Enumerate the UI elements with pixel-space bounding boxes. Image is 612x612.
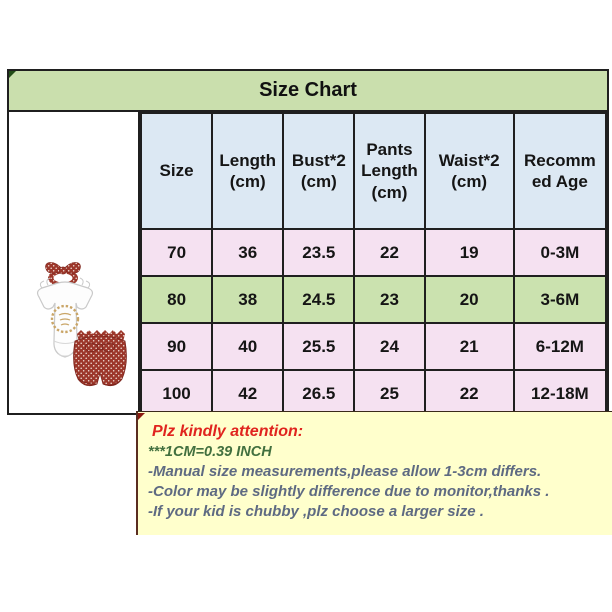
cell-age: 6-12M xyxy=(512,322,608,371)
size-table: Size Length (cm) Bust*2 (cm) Pants Lengt… xyxy=(139,112,608,418)
table-row-70: 70 36 23.5 22 19 0-3M xyxy=(139,228,608,277)
cell-age: 0-3M xyxy=(512,228,608,277)
cell-waist: 22 xyxy=(423,369,515,418)
cell-size: 90 xyxy=(139,322,214,371)
cell-length: 40 xyxy=(211,322,285,371)
cell-bust: 26.5 xyxy=(282,369,356,418)
attention-title: Plz kindly attention: xyxy=(152,423,304,440)
header-bust: Bust*2 (cm) xyxy=(282,112,356,230)
page-title: Size Chart xyxy=(259,79,357,101)
cell-size: 100 xyxy=(139,369,214,418)
headband-graphic xyxy=(45,262,81,287)
cm-inch-note: ***1CM=0.39 INCH xyxy=(148,444,272,460)
cell-waist: 19 xyxy=(423,228,515,277)
header-waist: Waist*2 (cm) xyxy=(423,112,515,230)
header-recommended-age: Recomm ed Age xyxy=(512,112,608,230)
cell-length: 38 xyxy=(211,275,285,324)
table-row-90: 90 40 25.5 24 21 6-12M xyxy=(139,322,608,371)
size-chart-table-area: Size Length (cm) Bust*2 (cm) Pants Lengt… xyxy=(7,110,609,418)
note-line: -If your kid is chubby ,plz choose a lar… xyxy=(148,503,484,520)
corner-marker xyxy=(9,71,16,78)
table-row-100: 100 42 26.5 25 22 12-18M xyxy=(139,369,608,418)
cell-size: 80 xyxy=(139,275,214,324)
cell-bust: 24.5 xyxy=(282,275,356,324)
cell-age: 3-6M xyxy=(512,275,608,324)
cell-waist: 21 xyxy=(423,322,515,371)
header-size: Size xyxy=(139,112,214,230)
cell-pants: 23 xyxy=(353,275,426,324)
size-chart-title-bar: Size Chart xyxy=(7,69,609,112)
cell-waist: 20 xyxy=(423,275,515,324)
note-line: -Manual size measurements,please allow 1… xyxy=(148,463,542,480)
product-image-cell xyxy=(9,112,140,413)
table-row-80: 80 38 24.5 23 20 3-6M xyxy=(139,275,608,324)
cell-pants: 22 xyxy=(353,228,426,277)
cell-pants: 24 xyxy=(353,322,426,371)
note-line: -Color may be slightly difference due to… xyxy=(148,483,550,500)
shorts-graphic xyxy=(73,330,127,387)
cell-size: 70 xyxy=(139,228,214,277)
product-image xyxy=(36,262,127,387)
cell-bust: 23.5 xyxy=(282,228,356,277)
romper-graphic xyxy=(36,277,94,358)
corner-marker xyxy=(138,413,145,420)
header-row: Size Length (cm) Bust*2 (cm) Pants Lengt… xyxy=(139,112,608,230)
cell-age: 12-18M xyxy=(512,369,608,418)
header-pants-length: Pants Length (cm) xyxy=(353,112,426,230)
attention-notes: Plz kindly attention: ***1CM=0.39 INCH -… xyxy=(136,411,612,535)
header-length: Length (cm) xyxy=(211,112,285,230)
cell-bust: 25.5 xyxy=(282,322,356,371)
cell-length: 36 xyxy=(211,228,285,277)
cell-length: 42 xyxy=(211,369,285,418)
cell-pants: 25 xyxy=(353,369,426,418)
